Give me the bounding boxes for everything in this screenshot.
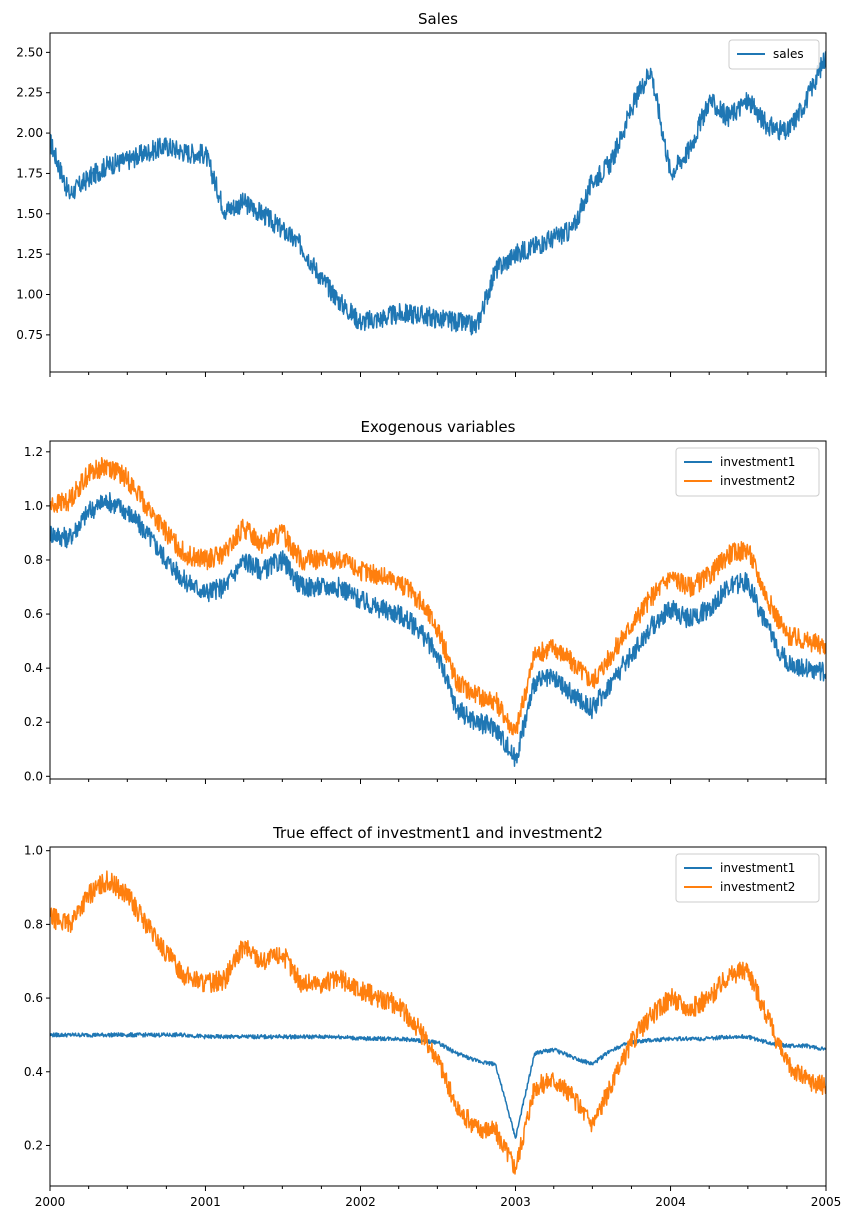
y-tick-label: 2.50 — [16, 45, 43, 59]
y-tick-label: 1.2 — [24, 445, 43, 459]
series-line-investment2 — [50, 456, 826, 736]
legend-box — [675, 447, 820, 497]
y-tick-label: 0.6 — [24, 991, 43, 1005]
y-tick-label: 0.4 — [24, 661, 43, 675]
legend: investment1 investment2 — [675, 853, 820, 903]
series-line-investment1 — [50, 492, 826, 767]
y-tick-label: 1.0 — [24, 844, 43, 858]
y-tick-label: 0.8 — [24, 553, 43, 567]
legend: investment1 investment2 — [675, 447, 820, 497]
x-tick-label: 2002 — [345, 1195, 376, 1209]
panel-1: Sales 0.75 1.00 1.25 1.50 1.75 2.00 2.25 2.50 sal… — [16, 10, 827, 377]
y-tick-label: 2.25 — [16, 86, 43, 100]
legend-box — [728, 39, 820, 70]
y-tick-label: 0.2 — [24, 715, 43, 729]
plot-frame — [49, 32, 827, 373]
y-tick-label: 0.6 — [24, 607, 43, 621]
y-tick-label: 1.25 — [16, 247, 43, 261]
x-tick-label: 2003 — [500, 1195, 531, 1209]
y-tick-label: 1.75 — [16, 166, 43, 180]
y-tick-label: 1.00 — [16, 288, 43, 302]
chart-title: True effect of investment1 and investmen… — [272, 824, 603, 842]
y-tick-label: 0.0 — [24, 769, 43, 783]
panel-2: Exogenous variables 0.0 0.2 0.4 0.6 0.8 1.0 1.2… — [24, 418, 827, 784]
y-tick-label: 0.4 — [24, 1065, 43, 1079]
y-tick-label: 0.75 — [16, 328, 43, 342]
chart-title: Exogenous variables — [361, 418, 516, 436]
series-line-sales — [50, 51, 826, 336]
x-tick-label: 2001 — [190, 1195, 221, 1209]
legend-box — [675, 853, 820, 903]
legend-label: sales — [773, 47, 804, 61]
y-tick-label: 0.8 — [24, 917, 43, 931]
x-tick-label: 2005 — [811, 1195, 842, 1209]
series-line-investment1 — [50, 1032, 826, 1139]
legend-label: investment1 — [720, 861, 795, 875]
y-tick-label: 0.2 — [24, 1138, 43, 1152]
legend-label: investment2 — [720, 474, 795, 488]
series-line-investment2 — [50, 870, 826, 1175]
y-tick-label: 1.0 — [24, 499, 43, 513]
legend: sales — [728, 39, 820, 70]
x-tick-label: 2004 — [655, 1195, 686, 1209]
x-tick-label: 2000 — [35, 1195, 66, 1209]
plot-frame — [49, 846, 827, 1187]
panel-3: True effect of investment1 and investmen… — [24, 824, 841, 1209]
y-tick-label: 1.50 — [16, 207, 43, 221]
y-tick-label: 2.00 — [16, 126, 43, 140]
chart-title: Sales — [418, 10, 458, 28]
legend-label: investment2 — [720, 880, 795, 894]
plot-frame — [49, 440, 827, 780]
legend-label: investment1 — [720, 455, 795, 469]
